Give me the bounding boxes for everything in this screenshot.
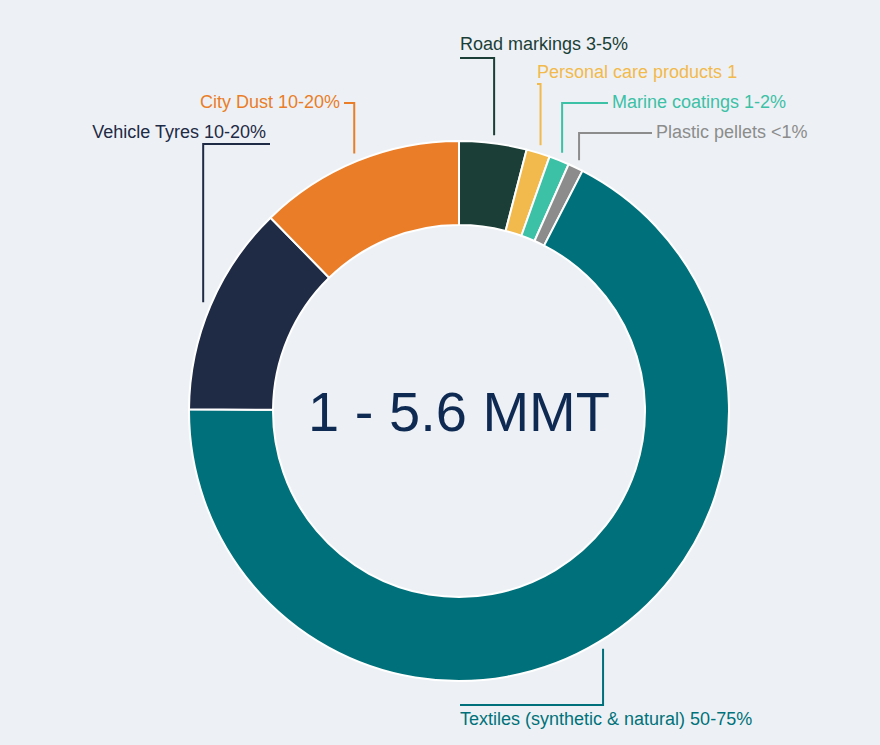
chart: Road markings 3-5% Personal care products… [0, 0, 880, 745]
category-label: Textiles (synthetic & natural) [460, 709, 685, 729]
leader-line [203, 144, 270, 302]
slice-label: Marine coatings 1-2% [612, 92, 786, 112]
category-label: Plastic pellets [656, 122, 766, 142]
leader-line [562, 103, 608, 153]
value-label: 10-20% [278, 92, 340, 112]
category-label: Road markings [460, 34, 581, 54]
slice-label: Textiles (synthetic & natural) 50-75% [460, 709, 752, 729]
value-label: 1 [727, 62, 737, 82]
value-label: 3-5% [586, 34, 628, 54]
value-label: 50-75% [690, 709, 752, 729]
value-label: <1% [771, 122, 808, 142]
slice-label: Vehicle Tyres 10-20% [92, 122, 266, 142]
center-annotation: 1 - 5.6 MMT [308, 380, 610, 443]
slice-label: City Dust 10-20% [200, 92, 340, 112]
category-label: Vehicle Tyres [92, 122, 199, 142]
value-label: 10-20% [204, 122, 266, 142]
slice-label: Road markings 3-5% [460, 34, 628, 54]
slice-label: Plastic pellets <1% [656, 122, 808, 142]
slice [189, 171, 729, 681]
category-label: City Dust [200, 92, 273, 112]
slice [271, 141, 459, 278]
value-label: 1-2% [744, 92, 786, 112]
labels: Road markings 3-5% Personal care products… [92, 34, 807, 729]
leader-line [344, 103, 354, 153]
category-label: Marine coatings [612, 92, 739, 112]
leader-line [537, 84, 541, 145]
leader-line [460, 649, 603, 705]
slice-label: Personal care products 1 [537, 62, 737, 82]
leader-line [579, 133, 652, 160]
category-label: Personal care products [537, 62, 722, 82]
slices [189, 141, 729, 681]
leader-line [460, 58, 494, 135]
